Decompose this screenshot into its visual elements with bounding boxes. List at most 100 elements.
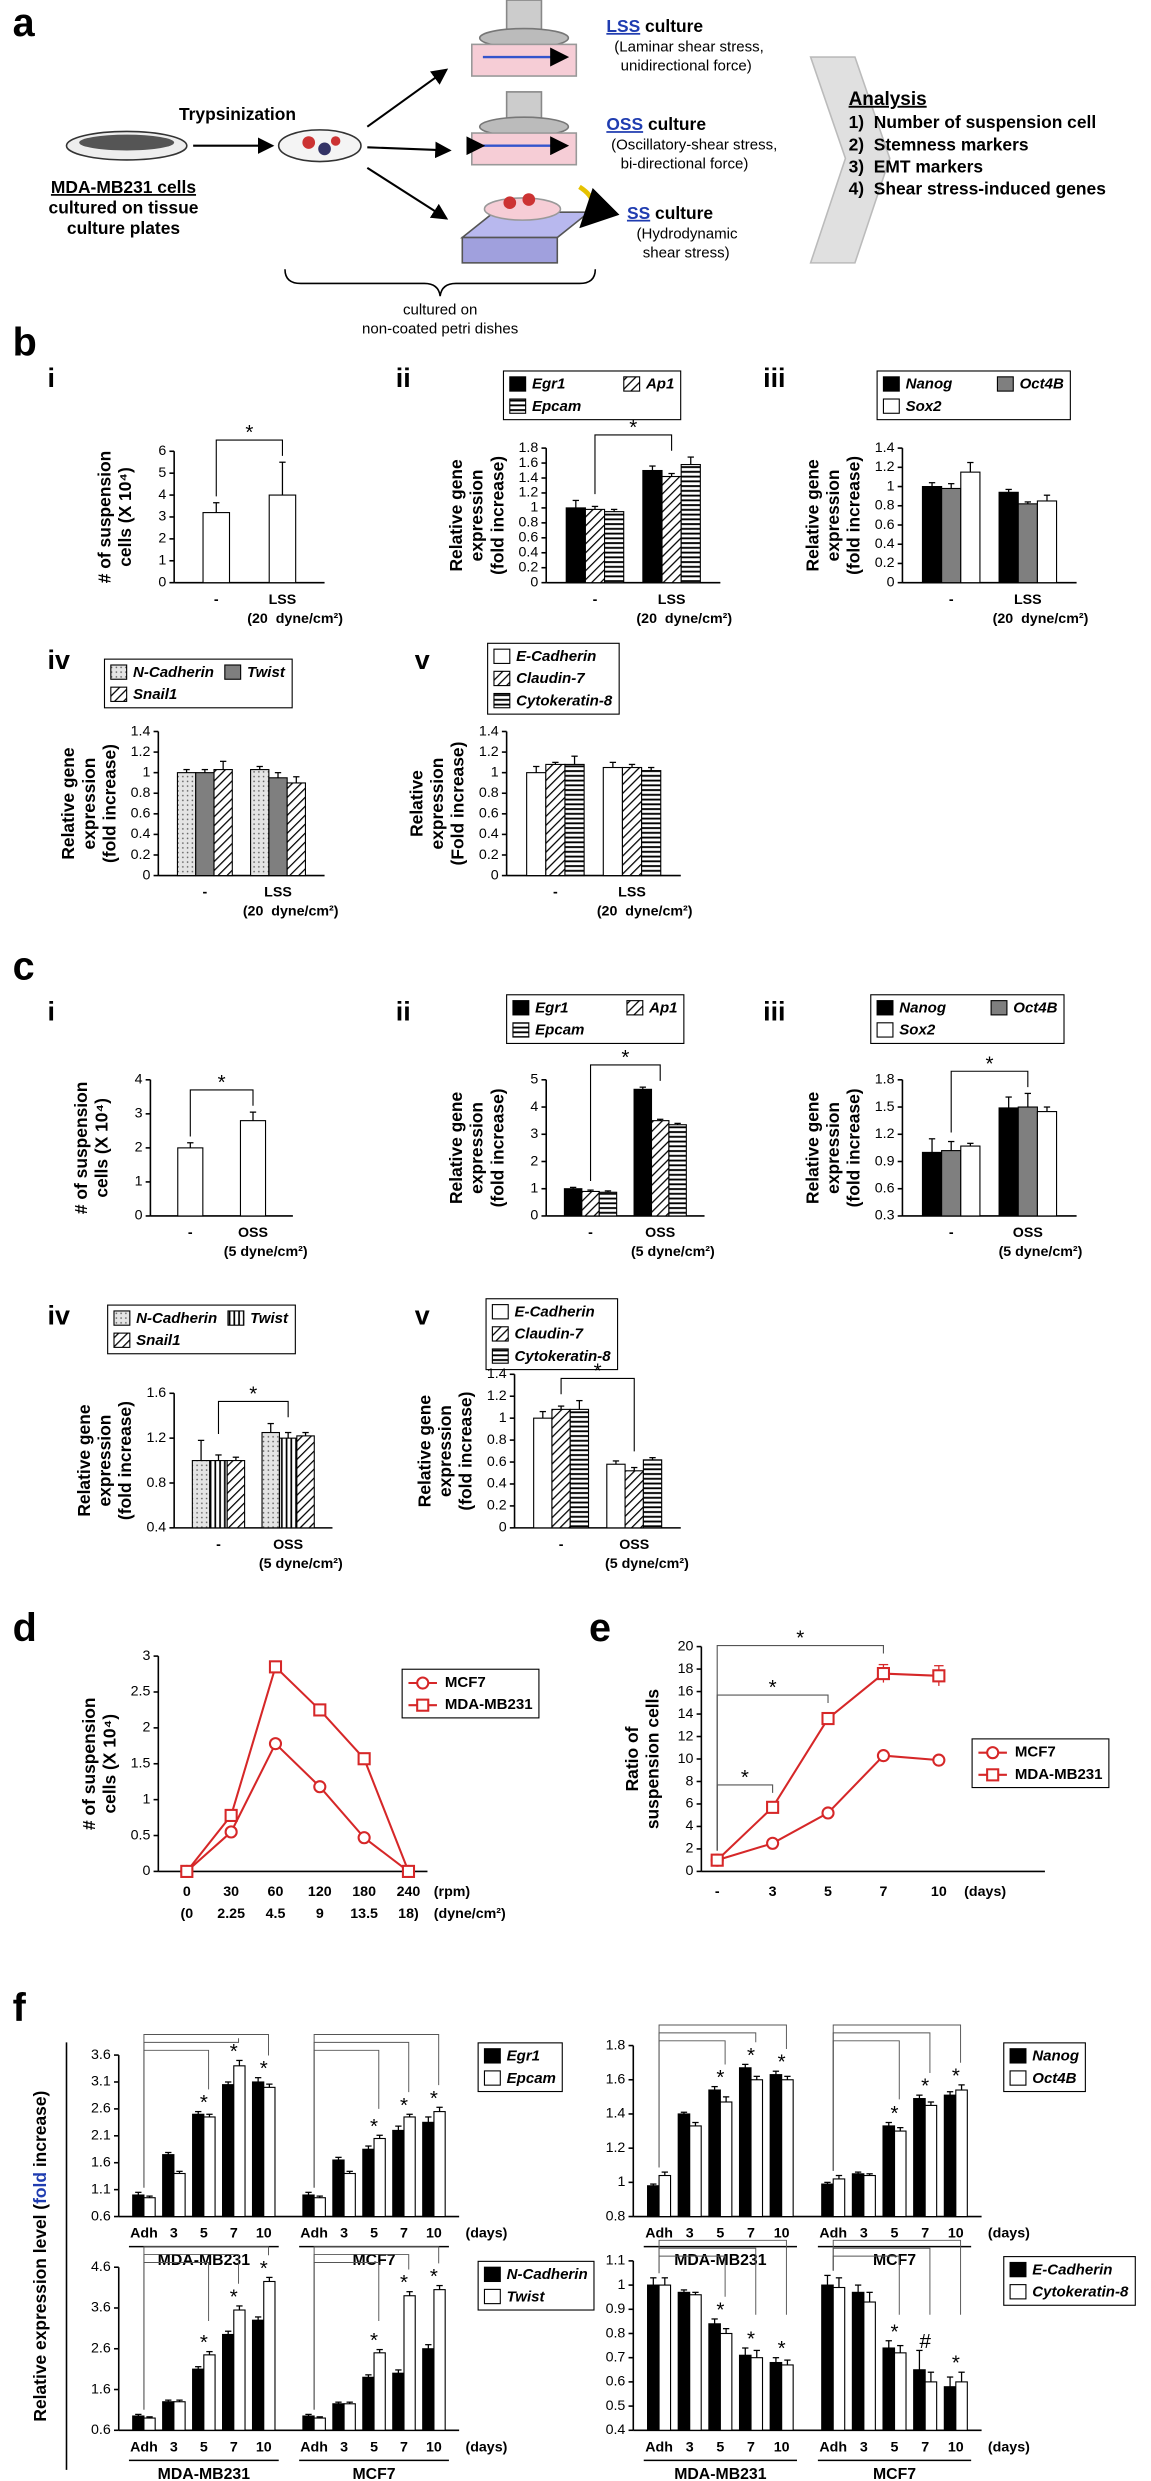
y-tick-label: 1: [499, 1410, 507, 1426]
bar: [226, 1460, 246, 1529]
y-tick-label: 0.2: [875, 555, 895, 571]
bar: [233, 2065, 246, 2218]
y-tick-label: 0.8: [146, 1475, 166, 1491]
source-label: culture plates: [67, 218, 180, 238]
legend-label: Sox2: [899, 1022, 936, 1039]
x-tick-label: OSS: [619, 1537, 649, 1553]
bar: [191, 1460, 211, 1529]
legend: Nanog Oct4B: [1003, 2042, 1086, 2093]
x-tick-label: -: [715, 1884, 720, 1900]
bar: [403, 2116, 416, 2218]
significance: *: [952, 2352, 960, 2375]
significance: *: [716, 2298, 724, 2321]
bar: [998, 491, 1019, 584]
legend-label: Snail1: [133, 686, 177, 703]
x-tick-label: Adh: [819, 2226, 847, 2242]
panel-numeral: ii: [396, 363, 411, 393]
significance: *: [370, 2329, 378, 2352]
y-tick-label: 0.6: [518, 530, 538, 546]
bracket: [589, 1064, 661, 1182]
significance: *: [986, 1052, 994, 1075]
legend: MCF7 MDA-MB231: [971, 1738, 1110, 1789]
legend-label: Claudin-7: [515, 1326, 584, 1343]
bar: [821, 2284, 834, 2431]
y-tick-label: 0.4: [131, 826, 151, 842]
y-tick-label: 0.9: [606, 2301, 626, 2317]
cell: [302, 136, 316, 149]
bracket: [950, 1070, 1029, 1133]
panel-numeral: iv: [47, 1300, 69, 1330]
bar: [203, 2116, 216, 2218]
dish: [471, 43, 578, 77]
y-tick-label: 12: [678, 1728, 694, 1744]
panel-letter: a: [13, 1, 36, 45]
legend-swatch: [512, 1000, 530, 1016]
bracket: [313, 2246, 440, 2410]
y-tick-label: 0.6: [131, 806, 151, 822]
bar: [680, 463, 701, 584]
bar: [863, 2301, 876, 2431]
significance: *: [594, 1360, 602, 1383]
bar: [195, 772, 215, 877]
legend-label: Ap1: [648, 1000, 677, 1017]
significance: *: [769, 1676, 777, 1699]
bar: [893, 2352, 907, 2431]
panel-letter: b: [13, 321, 37, 365]
bar: [719, 2101, 733, 2218]
legend-swatch: [512, 1022, 530, 1038]
cell: [330, 136, 341, 146]
bar: [769, 2361, 783, 2431]
y-tick-label: 1.2: [518, 485, 538, 501]
category-note: (20 dyne/cm²): [597, 904, 693, 920]
significance: *: [629, 416, 637, 439]
legend-swatch: [1009, 2048, 1027, 2064]
brace: [284, 269, 597, 297]
category-note: (20 dyne/cm²): [993, 611, 1089, 627]
x-tick-label: 10: [774, 2226, 790, 2242]
culture-desc: (Laminar shear stress,: [614, 39, 764, 56]
x-unit: (days): [465, 2439, 507, 2455]
bar: [677, 2113, 691, 2218]
bar: [921, 1151, 943, 1217]
legend-swatch: [224, 664, 242, 680]
x-tick-label: -: [553, 885, 558, 901]
legend-swatch: [876, 1000, 894, 1016]
y-tick-label: 16: [678, 1683, 694, 1699]
x-tick-label: 5: [824, 1884, 832, 1900]
y-tick-label: 1: [142, 1791, 150, 1807]
x-tick-label: 3: [340, 2439, 348, 2455]
x-tick-label: 3: [860, 2439, 868, 2455]
x-tick-label: 3: [769, 1884, 777, 1900]
x-tick-label: 3: [340, 2226, 348, 2242]
bar: [286, 782, 306, 877]
bar: [781, 2364, 794, 2431]
x-tick-label: -: [214, 592, 219, 608]
bar: [781, 2079, 794, 2218]
bracket: [189, 1089, 254, 1137]
step-label: Trypsinization: [179, 104, 296, 124]
x-tick-label: LSS: [658, 592, 686, 608]
legend-frame: [502, 370, 682, 421]
y-tick-label: 0.5: [131, 1827, 151, 1843]
y-axis-label: expression: [823, 469, 843, 561]
culture-suffix: culture: [640, 16, 703, 36]
bar: [661, 475, 682, 584]
bar: [960, 471, 981, 584]
legend: Egr1 Ap1 Epcam: [502, 370, 682, 421]
bar: [162, 2401, 175, 2431]
legend: Nanog Oct4B Sox2: [870, 994, 1065, 1044]
y-axis-label: Relative gene: [414, 1395, 434, 1508]
y-axis-label: (fold increase): [487, 1088, 507, 1207]
line: [186, 1664, 410, 1873]
bar: [213, 769, 233, 877]
x-tick-label: 5: [370, 2439, 378, 2455]
x-tick-label: 7: [921, 2439, 929, 2455]
bar: [650, 1120, 670, 1217]
bar: [921, 485, 943, 584]
bar: [569, 1408, 590, 1529]
marker: [224, 1808, 238, 1823]
y-tick-label: 1.2: [875, 459, 895, 475]
bar: [422, 2348, 435, 2431]
y-tick-label: 0.8: [518, 515, 538, 531]
x-tick-label: OSS: [238, 1225, 268, 1241]
